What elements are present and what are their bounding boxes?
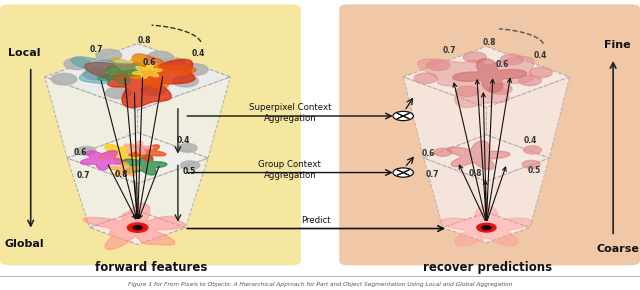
Circle shape	[64, 58, 90, 70]
Polygon shape	[83, 203, 186, 249]
Circle shape	[522, 160, 540, 168]
Text: 0.4: 0.4	[177, 135, 190, 145]
Circle shape	[477, 223, 496, 232]
Circle shape	[414, 73, 437, 84]
Text: 0.7: 0.7	[89, 44, 103, 54]
Circle shape	[96, 49, 122, 61]
Polygon shape	[486, 77, 570, 158]
Text: 0.7: 0.7	[425, 170, 439, 180]
Text: Fine: Fine	[604, 40, 631, 50]
Polygon shape	[105, 54, 196, 88]
Text: Superpixel Context: Superpixel Context	[249, 103, 331, 113]
Text: Local: Local	[8, 48, 40, 58]
Polygon shape	[129, 145, 166, 161]
Polygon shape	[418, 57, 534, 107]
Text: Aggregation: Aggregation	[264, 171, 316, 180]
Circle shape	[180, 161, 200, 170]
Text: 0.8: 0.8	[483, 38, 497, 47]
Circle shape	[178, 144, 197, 152]
Polygon shape	[90, 211, 186, 244]
Circle shape	[77, 146, 96, 155]
Circle shape	[147, 51, 173, 63]
Polygon shape	[440, 206, 532, 246]
Text: forward features: forward features	[95, 261, 208, 274]
Text: 0.7: 0.7	[76, 171, 90, 180]
Circle shape	[529, 67, 552, 78]
Text: 0.8: 0.8	[468, 169, 482, 179]
Circle shape	[456, 86, 479, 97]
Polygon shape	[132, 65, 162, 78]
Polygon shape	[486, 158, 549, 228]
Circle shape	[141, 84, 166, 96]
Polygon shape	[45, 77, 138, 158]
Polygon shape	[84, 59, 195, 108]
Circle shape	[106, 87, 131, 99]
Text: 0.6: 0.6	[143, 58, 156, 68]
Polygon shape	[81, 151, 125, 170]
Circle shape	[524, 146, 541, 154]
Polygon shape	[72, 57, 141, 84]
Polygon shape	[97, 66, 140, 85]
Polygon shape	[124, 155, 167, 175]
Text: 0.4: 0.4	[192, 48, 205, 58]
FancyBboxPatch shape	[0, 4, 301, 265]
Polygon shape	[109, 162, 141, 176]
Polygon shape	[403, 46, 570, 107]
Text: 0.8: 0.8	[137, 35, 151, 45]
Circle shape	[393, 168, 413, 177]
Text: 0.5: 0.5	[182, 166, 195, 176]
Circle shape	[182, 64, 208, 75]
Polygon shape	[108, 55, 158, 79]
Polygon shape	[447, 141, 510, 170]
Polygon shape	[424, 135, 549, 181]
Polygon shape	[67, 158, 138, 228]
Circle shape	[83, 68, 109, 80]
Text: 0.5: 0.5	[528, 166, 541, 175]
Circle shape	[173, 75, 198, 87]
Circle shape	[463, 52, 486, 62]
Circle shape	[160, 58, 186, 70]
Polygon shape	[443, 213, 530, 243]
Polygon shape	[403, 77, 486, 158]
Circle shape	[482, 226, 491, 230]
Polygon shape	[452, 59, 527, 92]
Circle shape	[500, 54, 524, 65]
Text: recover predictions: recover predictions	[423, 261, 552, 274]
Text: 0.7: 0.7	[442, 46, 456, 55]
Circle shape	[51, 73, 77, 85]
Text: 0.6: 0.6	[496, 60, 509, 69]
Circle shape	[489, 84, 512, 94]
Text: 0.6: 0.6	[422, 149, 435, 158]
Text: Figure 1 for From Pixels to Objects: A Hierarchical Approach for Part and Object: Figure 1 for From Pixels to Objects: A H…	[128, 282, 512, 287]
Text: Aggregation: Aggregation	[264, 114, 316, 124]
Text: Predict: Predict	[301, 216, 331, 226]
Text: 0.8: 0.8	[115, 170, 129, 180]
Text: Coarse: Coarse	[596, 244, 639, 254]
Text: Group Context: Group Context	[259, 160, 321, 169]
Polygon shape	[67, 133, 208, 184]
Polygon shape	[424, 158, 486, 228]
Polygon shape	[99, 144, 145, 165]
Circle shape	[393, 111, 413, 121]
Circle shape	[427, 60, 450, 70]
Circle shape	[133, 226, 142, 230]
Text: Global: Global	[4, 239, 44, 249]
Text: 0.4: 0.4	[534, 50, 547, 60]
Text: 0.4: 0.4	[524, 136, 536, 145]
Circle shape	[127, 223, 148, 232]
Text: 0.6: 0.6	[74, 148, 86, 157]
Circle shape	[518, 75, 541, 86]
Polygon shape	[45, 44, 230, 110]
Circle shape	[434, 148, 452, 156]
Polygon shape	[124, 141, 153, 154]
Polygon shape	[138, 77, 230, 158]
FancyBboxPatch shape	[339, 4, 640, 265]
Polygon shape	[138, 158, 208, 228]
